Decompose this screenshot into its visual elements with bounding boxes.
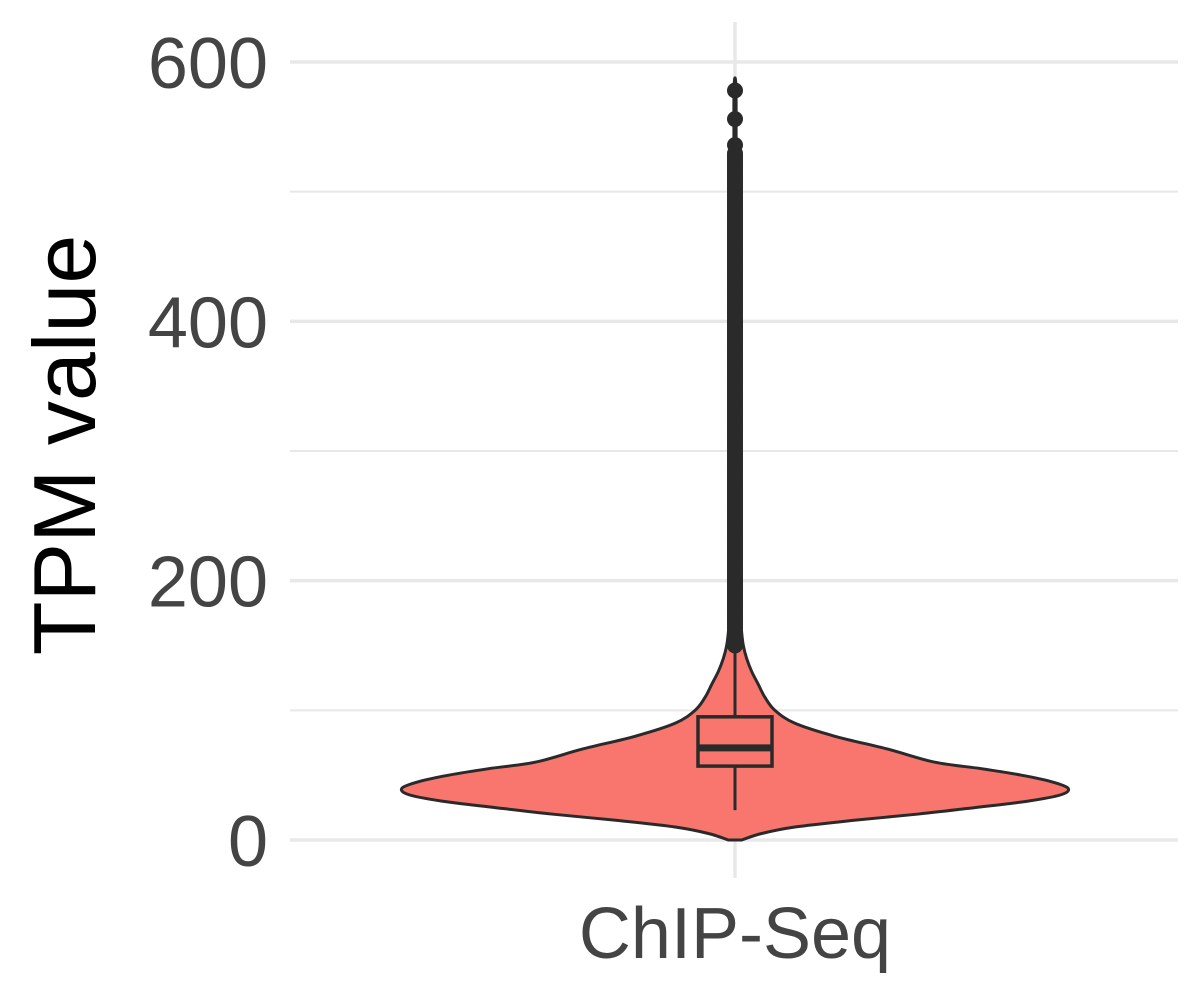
y-tick-label: 0 [228, 802, 268, 882]
violin-layer [399, 76, 1071, 842]
outlier-point [727, 136, 743, 153]
x-axis-tick-labels: ChIP-Seq [579, 894, 891, 974]
outlier-point [727, 111, 743, 128]
y-axis-title: TPM value [15, 235, 114, 656]
y-tick-label: 400 [148, 283, 268, 363]
y-tick-label: 600 [148, 24, 268, 104]
box-iqr [696, 715, 774, 768]
y-tick-label: 200 [148, 543, 268, 623]
y-axis-tick-labels: 0 200 400 600 [148, 24, 268, 882]
outlier-point [727, 82, 743, 99]
x-tick-label: ChIP-Seq [579, 894, 891, 974]
